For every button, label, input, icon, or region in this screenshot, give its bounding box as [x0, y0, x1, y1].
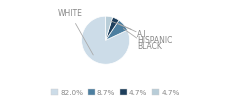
Text: HISPANIC: HISPANIC — [117, 23, 172, 45]
Text: WHITE: WHITE — [58, 9, 93, 55]
Text: A.I.: A.I. — [111, 21, 149, 39]
Wedge shape — [82, 16, 130, 64]
Legend: 82.0%, 8.7%, 4.7%, 4.7%: 82.0%, 8.7%, 4.7%, 4.7% — [50, 89, 180, 96]
Wedge shape — [106, 17, 119, 40]
Text: BLACK: BLACK — [123, 28, 162, 51]
Wedge shape — [106, 20, 127, 40]
Wedge shape — [106, 16, 113, 40]
